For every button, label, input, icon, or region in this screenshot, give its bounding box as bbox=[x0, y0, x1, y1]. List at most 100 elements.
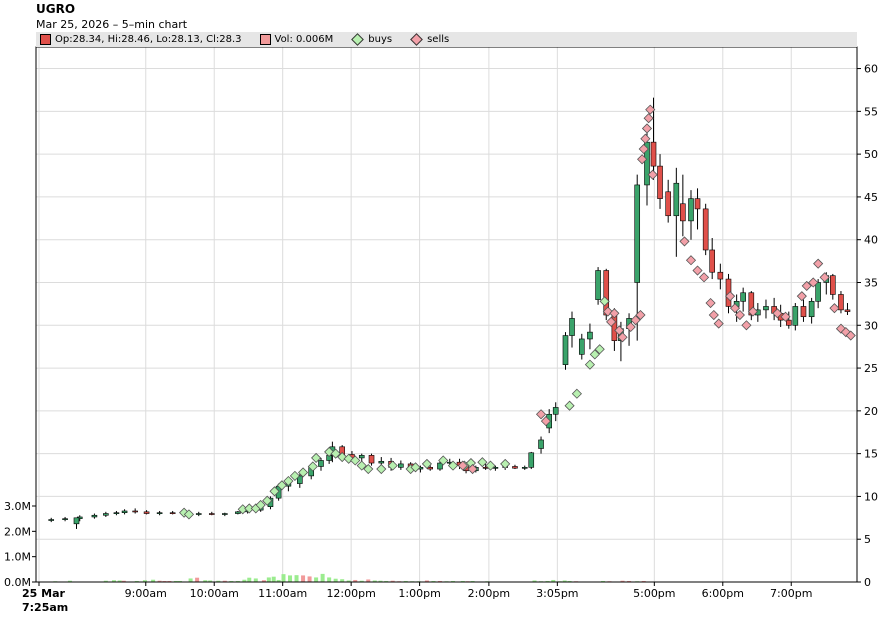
volume-bar bbox=[294, 575, 299, 582]
volume-bar bbox=[111, 580, 116, 582]
volume-bar bbox=[567, 580, 572, 582]
sell-marker bbox=[614, 325, 625, 336]
candle-body bbox=[815, 282, 821, 302]
volume-tick-label: 0.0M bbox=[4, 576, 31, 589]
candle-body bbox=[437, 462, 443, 470]
candle-body bbox=[694, 198, 701, 210]
buy-marker bbox=[255, 499, 266, 511]
volume-bar bbox=[390, 580, 395, 582]
volume-bar bbox=[545, 580, 550, 582]
sell-marker bbox=[685, 255, 697, 266]
candle-body bbox=[195, 513, 202, 515]
price-tick-label: 55 bbox=[864, 105, 878, 118]
time-tick-label: 5:00pm bbox=[633, 587, 675, 600]
trade-markers bbox=[179, 104, 856, 520]
sell-marker bbox=[819, 272, 830, 283]
sell-marker bbox=[808, 277, 819, 288]
legend-volume: Vol: 0.006M bbox=[259, 34, 333, 45]
candle-body bbox=[169, 512, 176, 514]
buy-marker bbox=[350, 455, 361, 466]
volume-bar bbox=[532, 580, 537, 582]
buy-marker bbox=[183, 509, 195, 520]
volume-bar bbox=[353, 579, 358, 582]
volume-bar bbox=[247, 577, 252, 582]
candle-body bbox=[844, 309, 851, 312]
chart-subtitle: Mar 25, 2026 – 5–min chart bbox=[36, 18, 188, 31]
gridlines bbox=[36, 47, 857, 583]
legend-sells-text: sells bbox=[427, 34, 450, 45]
volume-bar bbox=[151, 579, 156, 582]
legend-buys: buys bbox=[351, 33, 392, 46]
time-tick-label: 9:00am bbox=[125, 587, 167, 600]
volume-bar bbox=[403, 580, 408, 582]
time-tick-label: 7:00pm bbox=[770, 587, 812, 600]
volume-bar bbox=[253, 578, 258, 582]
volume-bar bbox=[460, 580, 465, 582]
volume-bar bbox=[288, 575, 293, 582]
buy-marker bbox=[297, 467, 309, 478]
volume-bar bbox=[372, 580, 377, 582]
candle-body bbox=[838, 294, 844, 311]
price-tick-label: 0 bbox=[864, 576, 871, 589]
sell-marker bbox=[625, 321, 636, 333]
buy-marker bbox=[500, 458, 511, 469]
sell-marker bbox=[609, 308, 620, 319]
sell-marker bbox=[467, 463, 478, 475]
volume-bar bbox=[134, 580, 139, 582]
candle-body bbox=[665, 191, 671, 217]
volume-bar bbox=[242, 579, 247, 582]
price-tick-label: 60 bbox=[864, 63, 878, 76]
candle-body bbox=[578, 338, 585, 355]
time-tick-label: 7:25am bbox=[22, 601, 68, 614]
volume-bar bbox=[121, 580, 126, 582]
volume-bar bbox=[195, 577, 200, 582]
candle-body bbox=[702, 208, 709, 251]
sell-diamond-icon bbox=[410, 33, 423, 46]
time-tick-label: 11:00am bbox=[258, 587, 307, 600]
candle-body bbox=[91, 514, 98, 518]
volume-bar bbox=[276, 579, 281, 582]
volume-bar bbox=[470, 580, 475, 582]
volume-bar bbox=[177, 580, 182, 582]
price-tick-label: 5 bbox=[864, 533, 871, 546]
volume-bar bbox=[203, 580, 208, 582]
candle-body bbox=[222, 513, 228, 515]
sell-marker bbox=[734, 309, 745, 321]
sell-marker bbox=[535, 409, 547, 420]
volume-bar bbox=[641, 580, 646, 582]
candle-body bbox=[785, 319, 792, 326]
candle-body bbox=[427, 467, 434, 470]
buy-marker bbox=[584, 359, 596, 370]
candle-body bbox=[156, 512, 163, 514]
volume-bar bbox=[229, 580, 234, 582]
buy-marker bbox=[387, 460, 398, 471]
volume-bar bbox=[333, 578, 338, 582]
legend-ohlc: Op:28.34, Hi:28.46, Lo:28.13, Cl:28.3 bbox=[40, 34, 242, 45]
volume-bar bbox=[167, 580, 172, 582]
volume-bar bbox=[451, 580, 456, 582]
volume-bar bbox=[366, 579, 371, 582]
candle-body bbox=[521, 467, 528, 469]
volume-bar bbox=[67, 580, 72, 582]
candle-body bbox=[132, 510, 138, 513]
sell-marker bbox=[772, 308, 783, 319]
buy-marker bbox=[447, 460, 459, 471]
volume-bar bbox=[384, 580, 389, 582]
candle-body bbox=[657, 165, 663, 199]
buy-marker bbox=[363, 463, 374, 475]
sell-marker bbox=[780, 311, 791, 322]
volume-tick-label: 2.0M bbox=[4, 525, 31, 538]
sell-marker bbox=[741, 320, 752, 331]
candle-body bbox=[800, 306, 807, 318]
sell-marker bbox=[708, 309, 719, 321]
candle-body bbox=[830, 275, 836, 295]
volume-bar bbox=[301, 575, 306, 582]
time-tick-label: 25 Mar bbox=[22, 587, 66, 600]
volume-bar bbox=[173, 580, 178, 582]
time-tick-label: 3:05pm bbox=[536, 587, 578, 600]
buy-marker bbox=[438, 455, 449, 466]
sell-marker bbox=[801, 280, 812, 291]
volume-bar bbox=[562, 580, 567, 582]
